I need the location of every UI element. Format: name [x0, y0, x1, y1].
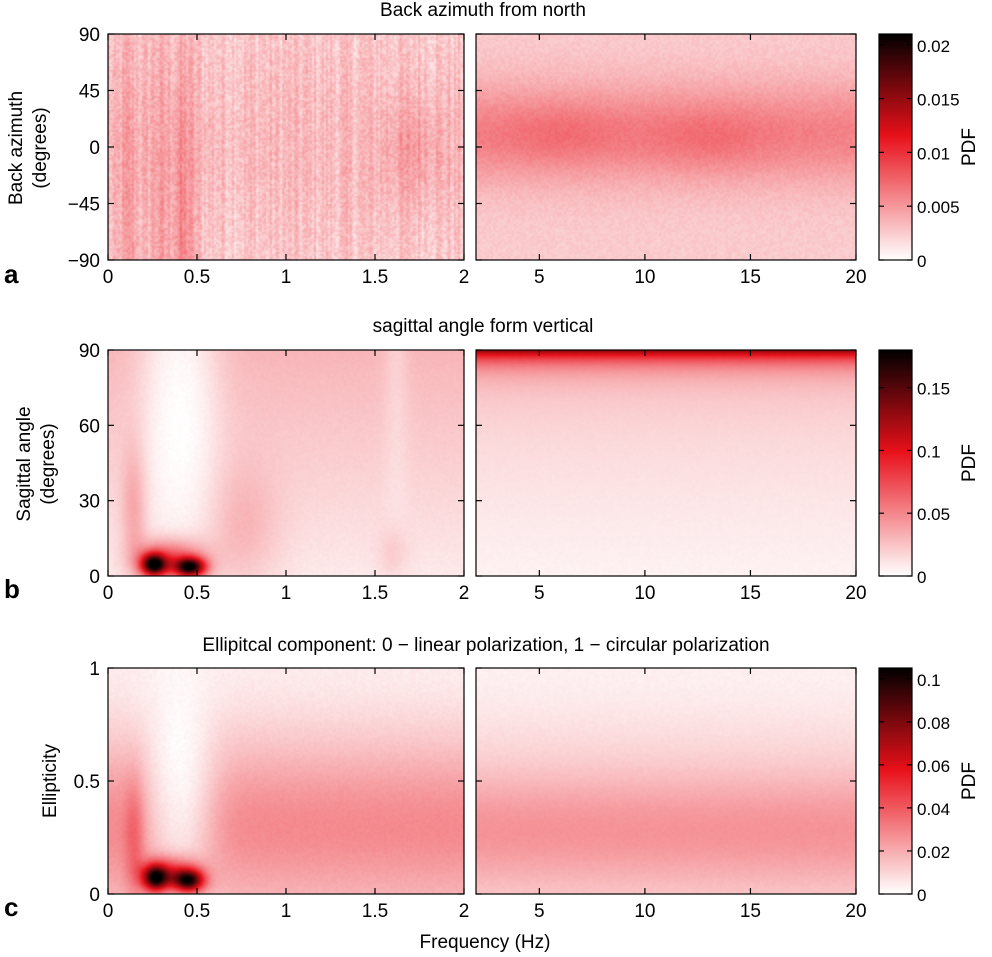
x-tick-label: 1	[281, 901, 292, 922]
panel-c-ylabel: Ellipticity	[40, 744, 61, 818]
panel-a-ylabel: Back azimuth (degrees)	[6, 91, 51, 205]
x-tick-label: 5	[534, 901, 545, 922]
panel-c-left-heatmap	[108, 668, 464, 894]
y-tick-label: 0.5	[74, 772, 100, 793]
panel-c-colorbar	[878, 667, 913, 895]
panel-a-label: a	[4, 259, 19, 289]
panel-a-ylabel-line-2: (degrees)	[30, 107, 51, 188]
panel-b-right-axes	[475, 349, 857, 577]
x-tick-label: 20	[845, 583, 866, 604]
colorbar-tick-label: 0.02	[917, 37, 950, 56]
x-tick-label: 1.5	[362, 901, 388, 922]
x-tick-label: 0.5	[184, 901, 210, 922]
panel-c-label: c	[4, 892, 18, 922]
y-tick-label: 90	[79, 25, 100, 46]
y-tick-label: 0	[89, 885, 100, 906]
y-tick-label: −45	[68, 195, 100, 216]
colorbar-tick-label: 0.1	[917, 671, 941, 690]
panel-a-colorbar	[878, 33, 913, 261]
panel-a-left-heatmap	[108, 34, 464, 260]
x-tick-label: 1.5	[362, 267, 388, 288]
panel-b: sagittal angle form vertical Sagittal an…	[4, 316, 980, 604]
x-tick-label: 0.5	[184, 583, 210, 604]
colorbar-tick-label: 0.15	[917, 380, 950, 399]
x-tick-label: 10	[634, 583, 655, 604]
colorbar-tick-label: 0.04	[917, 800, 950, 819]
colorbar-tick-label: 0	[917, 252, 926, 271]
x-tick-label: 2	[459, 267, 470, 288]
x-tick-label: 5	[534, 267, 545, 288]
colorbar-tick-label: 0.08	[917, 714, 950, 733]
panel-c-ylabel-line-1: Ellipticity	[40, 744, 61, 818]
colorbar-tick-label: 0	[917, 886, 926, 905]
colorbar-tick-label: 0.01	[917, 144, 950, 163]
x-tick-label: 1	[281, 267, 292, 288]
panel-b-right-heatmap	[476, 350, 856, 576]
colorbar-tick-label: 0.02	[917, 843, 950, 862]
x-tick-label: 20	[845, 267, 866, 288]
panel-c-ticks: 1 0.5 00 0.5 1 1.5 2 5 10 15 20	[74, 659, 867, 922]
panel-b-title: sagittal angle form vertical	[373, 316, 594, 337]
y-tick-label: 60	[79, 416, 100, 437]
panel-b-colorbar	[878, 349, 913, 577]
y-tick-label: −90	[68, 251, 100, 272]
panel-c-colorbar-label: PDF	[959, 762, 980, 800]
x-tick-label: 15	[740, 267, 761, 288]
panel-a: Back azimuth from north Back azimuth (de…	[4, 0, 980, 289]
panel-b-colorbar-label: PDF	[959, 444, 980, 482]
panel-c-right-heatmap	[476, 668, 856, 894]
x-tick-label: 0	[103, 901, 114, 922]
colorbar-tick-label: 0.1	[917, 442, 941, 461]
panel-c: Ellipitcal component: 0 − linear polariz…	[4, 635, 980, 922]
colorbar-tick-label: 0.015	[917, 91, 960, 110]
colorbar-tick-label: 0.005	[917, 198, 960, 217]
x-tick-label: 0.5	[184, 267, 210, 288]
colorbar-tick-label: 0	[917, 568, 926, 587]
y-tick-label: 0	[89, 567, 100, 588]
panel-b-ylabel-line-2: (degrees)	[38, 423, 59, 504]
y-tick-label: 45	[79, 82, 100, 103]
x-tick-label: 20	[845, 901, 866, 922]
panel-b-left-heatmap	[108, 350, 464, 576]
y-tick-label: 0	[89, 138, 100, 159]
colorbar-tick-label: 0.06	[917, 757, 950, 776]
x-tick-label: 2	[459, 901, 470, 922]
panel-a-title: Back azimuth from north	[380, 0, 586, 21]
y-tick-label: 90	[79, 341, 100, 362]
panel-b-ticks: 90 60 30 00 0.5 1 1.5 2 5 10 15 20	[79, 341, 867, 604]
panel-c-colorbar-ticks: 0 0.02 0.04 0.06 0.08 0.1	[879, 671, 950, 905]
x-tick-label: 0	[103, 267, 114, 288]
panel-b-label: b	[4, 574, 20, 604]
panel-b-ylabel-line-1: Sagittal angle	[14, 406, 35, 521]
panel-a-colorbar-label: PDF	[959, 128, 980, 166]
panel-b-colorbar-ticks: 0 0.05 0.1 0.15	[879, 380, 950, 587]
panel-a-right-heatmap	[476, 34, 856, 260]
x-tick-label: 10	[634, 267, 655, 288]
x-tick-label: 1	[281, 583, 292, 604]
x-tick-label: 2	[459, 583, 470, 604]
x-axis-label: Frequency (Hz)	[420, 932, 551, 953]
x-tick-label: 15	[740, 583, 761, 604]
panel-a-ylabel-line-1: Back azimuth	[6, 91, 27, 205]
x-tick-label: 15	[740, 901, 761, 922]
x-tick-label: 5	[534, 583, 545, 604]
y-tick-label: 1	[89, 659, 100, 680]
x-tick-label: 0	[103, 583, 114, 604]
panel-c-title: Ellipitcal component: 0 − linear polariz…	[202, 635, 769, 656]
colorbar-tick-label: 0.05	[917, 505, 950, 524]
x-tick-label: 1.5	[362, 583, 388, 604]
panel-a-colorbar-ticks: 0 0.005 0.01 0.015 0.02	[879, 37, 960, 271]
x-tick-label: 10	[634, 901, 655, 922]
y-tick-label: 30	[79, 492, 100, 513]
panel-b-ylabel: Sagittal angle (degrees)	[14, 406, 59, 521]
